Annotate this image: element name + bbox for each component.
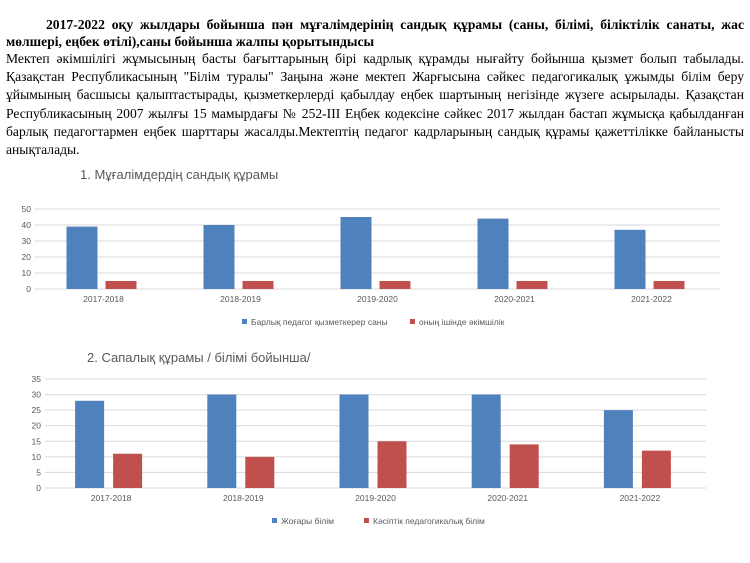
chart1-ytick-label: 30 bbox=[22, 236, 32, 246]
chart2-category-label: 2020-2021 bbox=[487, 493, 528, 503]
chart2-bar bbox=[245, 456, 275, 488]
chart2-bar bbox=[471, 394, 501, 488]
chart2-bar bbox=[113, 453, 143, 488]
chart1-legend-label: оның ішінде әкімшілік bbox=[419, 317, 505, 327]
chart1-bar bbox=[105, 281, 137, 289]
chart1-legend-label: Барлық педагог қызметкерер саны bbox=[251, 317, 388, 327]
chart1-bar bbox=[242, 281, 274, 289]
chart1-bar bbox=[203, 225, 235, 289]
chart2-bar bbox=[75, 400, 105, 488]
chart1-bar bbox=[653, 281, 685, 289]
chart1-ytick-label: 20 bbox=[22, 252, 32, 262]
chart2-legend-swatch bbox=[364, 518, 369, 523]
chart2-bar bbox=[509, 444, 539, 488]
education-level-chart: 2. Сапалық құрамы / білімі бойынша/0 5 10 1… bbox=[0, 343, 750, 533]
chart1-category-label: 2019-2020 bbox=[357, 294, 398, 304]
chart2-ytick-label: 0 bbox=[36, 483, 41, 493]
teacher-count-chart: 1. Мұғалімдердің сандық құрамы 0 10 20 30 40 5… bbox=[0, 160, 750, 335]
chart2-category-label: 2017-2018 bbox=[91, 493, 132, 503]
chart2-category-label: 2019-2020 bbox=[355, 493, 396, 503]
chart2-ytick-label: 35 bbox=[32, 374, 42, 384]
chart1-category-label: 2020-2021 bbox=[494, 294, 535, 304]
chart2-ytick-label: 10 bbox=[32, 452, 42, 462]
chart1-bar bbox=[516, 281, 548, 289]
chart2-legend-label: Кәсіптік педагогикалық білім bbox=[373, 516, 485, 526]
chart2-title: 2. Сапалық құрамы / білімі бойынша/ bbox=[87, 350, 311, 365]
education-level-chart-svg: 2. Сапалық құрамы / білімі бойынша/0 5 10 1… bbox=[32, 350, 706, 526]
chart2-legend-label: Жоғары білім bbox=[281, 516, 334, 526]
chart2-bar bbox=[377, 441, 407, 488]
chart1-category-label: 2017-2018 bbox=[83, 294, 124, 304]
chart1-category-label: 2018-2019 bbox=[220, 294, 261, 304]
chart2-bar bbox=[641, 450, 671, 488]
chart1-ytick-label: 40 bbox=[22, 220, 32, 230]
chart1-title: 1. Мұғалімдердің сандық құрамы bbox=[80, 167, 278, 182]
chart1-legend-swatch bbox=[410, 319, 415, 324]
chart2-bar bbox=[207, 394, 237, 488]
chart2-category-label: 2021-2022 bbox=[620, 493, 661, 503]
chart2-ytick-label: 30 bbox=[32, 390, 42, 400]
chart2-ytick-label: 15 bbox=[32, 436, 42, 446]
chart2-ytick-label: 20 bbox=[32, 421, 42, 431]
chart1-bar bbox=[66, 226, 98, 289]
chart1-ytick-label: 50 bbox=[22, 204, 32, 214]
chart1-category-label: 2021-2022 bbox=[631, 294, 672, 304]
chart2-bar bbox=[603, 410, 633, 488]
chart1-ytick-label: 10 bbox=[22, 268, 32, 278]
chart2-ytick-label: 25 bbox=[32, 405, 42, 415]
chart1-bar bbox=[614, 229, 646, 289]
chart1-bar bbox=[340, 217, 372, 289]
chart1-ytick-label: 0 bbox=[26, 284, 31, 294]
chart1-legend-swatch bbox=[242, 319, 247, 324]
chart2-bar bbox=[339, 394, 369, 488]
chart1-bar bbox=[477, 218, 509, 289]
chart2-ytick-label: 5 bbox=[36, 467, 41, 477]
chart2-category-label: 2018-2019 bbox=[223, 493, 264, 503]
chart2-legend-swatch bbox=[272, 518, 277, 523]
teacher-count-chart-svg: 1. Мұғалімдердің сандық құрамы 0 10 20 30 40 5… bbox=[22, 167, 720, 327]
document-heading: 2017-2022 оқу жылдары бойынша пән мұғалі… bbox=[6, 17, 744, 49]
intro-paragraph: Мектеп әкімшілігі жұмысының басты бағытт… bbox=[6, 51, 744, 158]
chart1-bar bbox=[379, 281, 411, 289]
